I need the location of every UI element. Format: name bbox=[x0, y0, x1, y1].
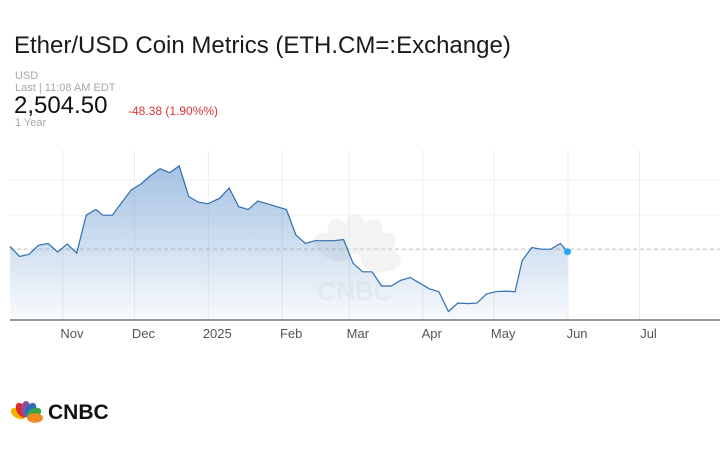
x-tick-label: Jun bbox=[567, 326, 588, 341]
last-price-point bbox=[564, 248, 572, 256]
peacock-feather bbox=[27, 413, 43, 423]
x-tick-label: Feb bbox=[280, 326, 302, 341]
x-tick-label: Jul bbox=[640, 326, 657, 341]
peacock-feather bbox=[343, 214, 367, 254]
price-area bbox=[10, 165, 568, 320]
chart-title: Ether/USD Coin Metrics (ETH.CM=:Exchange… bbox=[14, 32, 511, 59]
x-axis-ticks: Nov Dec 2025 Feb Mar Apr May Jun Jul bbox=[60, 326, 657, 341]
price-change: -48.38 (1.90%%) bbox=[128, 104, 219, 118]
cnbc-logo: CNBC bbox=[10, 401, 109, 424]
current-price: 2,504.50 bbox=[14, 92, 108, 119]
currency-label: USD bbox=[15, 70, 39, 82]
x-tick-label: Mar bbox=[347, 326, 370, 341]
price-line bbox=[9, 164, 568, 313]
x-tick-label: Apr bbox=[422, 326, 443, 341]
x-tick-label: 2025 bbox=[203, 326, 232, 341]
peacock-feather bbox=[361, 248, 401, 272]
x-tick-label: May bbox=[491, 326, 516, 341]
cnbc-logo-text: CNBC bbox=[48, 401, 109, 424]
x-tick-label: Nov bbox=[60, 326, 84, 341]
peacock-feather bbox=[359, 232, 396, 262]
peacock-feather bbox=[353, 219, 383, 256]
period-label: 1 Year bbox=[15, 117, 47, 129]
peacock-icon bbox=[10, 401, 43, 423]
last-updated: Last | 11:08 AM EDT bbox=[15, 82, 116, 94]
x-tick-label: Dec bbox=[132, 326, 156, 341]
